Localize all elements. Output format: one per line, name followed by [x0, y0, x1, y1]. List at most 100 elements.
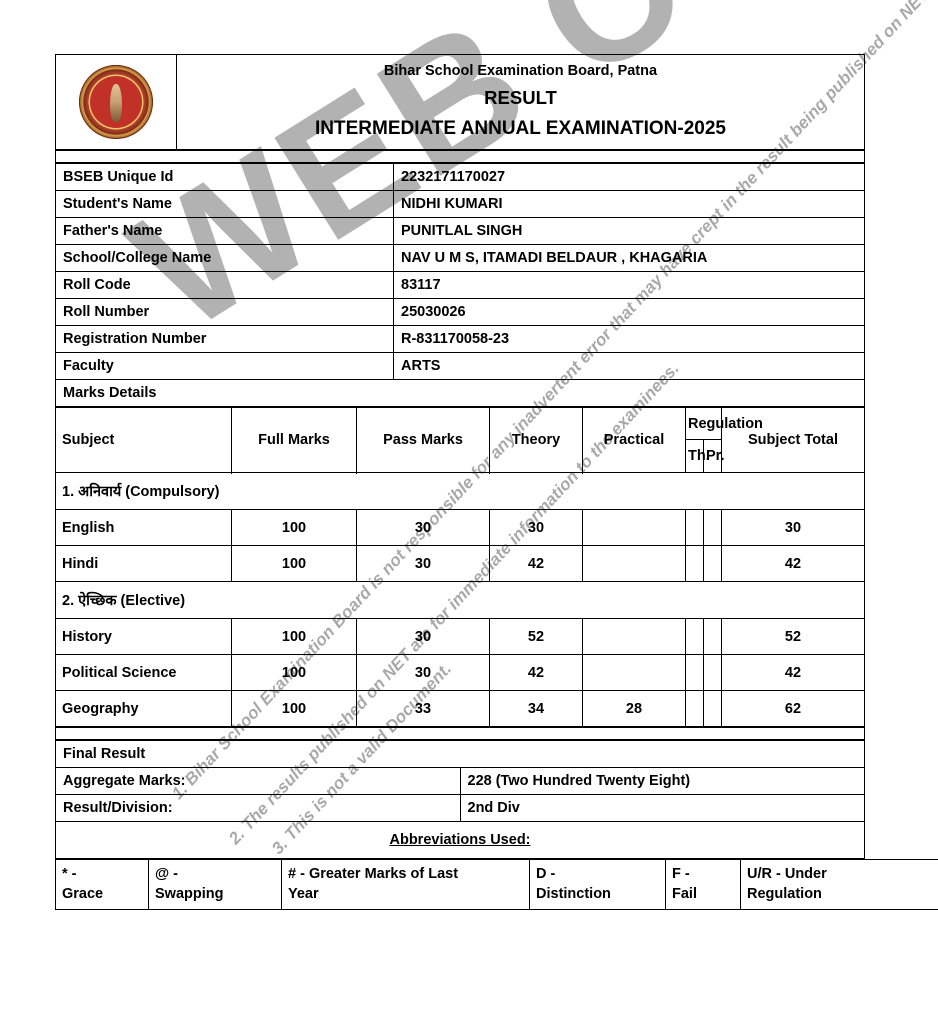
subject-total: 52 [721, 618, 865, 655]
regulation-th-marks [685, 545, 704, 582]
abbrev-line-1: * - [62, 866, 77, 882]
row-value: 2232171170027 [393, 163, 865, 191]
row-label: Roll Code [55, 271, 394, 299]
group-title-compulsory: 1. अनिवार्य (Compulsory) [55, 472, 865, 510]
pass-marks: 30 [356, 654, 490, 691]
abbreviations-heading: Abbreviations Used: [55, 821, 865, 859]
regulation-pr-marks [703, 654, 722, 691]
table-row: * - Grace @ - Swapping # - Greater Marks… [55, 858, 938, 911]
abbrev-line-2: Fail [672, 885, 697, 902]
col-header-subject: Subject [55, 407, 232, 473]
row-label: Student's Name [55, 190, 394, 218]
abbrev-line-1: # - Greater Marks of Last [288, 866, 459, 882]
document-body: Bihar School Examination Board, Patna RE… [55, 54, 938, 911]
emblem-cell [55, 54, 177, 150]
col-header-regulation-group: Regulation Th. Pr. [685, 407, 763, 473]
abbrev-line-2: Grace [62, 885, 104, 902]
spacer-cell [55, 727, 865, 740]
regulation-th-marks [685, 690, 704, 727]
col-header-regulation-pr: Pr. [706, 448, 725, 464]
subject-name: English [55, 509, 232, 546]
theory-marks: 42 [489, 654, 583, 691]
regulation-subtable: Regulation Th. Pr. [686, 408, 763, 472]
exam-title: INTERMEDIATE ANNUAL EXAMINATION-2025 [315, 118, 726, 140]
row-value: 83117 [393, 271, 865, 299]
row-label: School/College Name [55, 244, 394, 272]
bseb-emblem-icon [79, 65, 153, 139]
group-title-elective: 2. ऐच्छिक (Elective) [55, 581, 865, 619]
subject-total: 62 [721, 690, 865, 727]
row-label: Registration Number [55, 325, 394, 353]
table-row: Roll Code 83117 [55, 271, 865, 299]
table-row: Political Science 100 30 42 42 [55, 654, 865, 691]
abbrev-line-2: Year [288, 885, 319, 902]
regulation-th-marks [685, 509, 704, 546]
table-row: Faculty ARTS [55, 352, 865, 380]
row-label: BSEB Unique Id [55, 163, 394, 191]
col-header-pass-marks: Pass Marks [356, 407, 490, 473]
regulation-th-marks [685, 618, 704, 655]
abbrev-line-2: Regulation [747, 885, 822, 902]
abbrev-greater-marks: # - Greater Marks of Last Year [281, 858, 530, 911]
full-marks: 100 [231, 654, 357, 691]
pass-marks: 30 [356, 509, 490, 546]
abbrev-swapping: @ - Swapping [148, 858, 282, 911]
row-value: NAV U M S, ITAMADI BELDAUR , KHAGARIA [393, 244, 865, 272]
subject-name: Political Science [55, 654, 232, 691]
abbrev-distinction: D - Distinction [529, 858, 666, 911]
practical-marks [582, 618, 686, 655]
aggregate-marks-value: 228 (Two Hundred Twenty Eight) [459, 767, 865, 795]
subject-total: 42 [721, 545, 865, 582]
board-name: Bihar School Examination Board, Patna [383, 63, 658, 80]
theory-marks: 52 [489, 618, 583, 655]
practical-marks [582, 509, 686, 546]
row-value: 25030026 [393, 298, 865, 326]
regulation-pr-marks [703, 509, 722, 546]
table-row: Result/Division: 2nd Div [55, 794, 865, 822]
abbrev-line-2: Swapping [155, 885, 224, 902]
abbrev-line-1: F - [672, 866, 690, 882]
col-header-regulation: Regulation [686, 408, 763, 440]
spacer-cell [55, 150, 865, 163]
row-label: Father's Name [55, 217, 394, 245]
abbreviations-heading-text: Abbreviations Used: [389, 832, 531, 848]
table-row: Roll Number 25030026 [55, 298, 865, 326]
table-row: Student's Name NIDHI KUMARI [55, 190, 865, 218]
col-header-regulation-th: Th. [686, 439, 710, 472]
full-marks: 100 [231, 509, 357, 546]
header-table: Bihar School Examination Board, Patna RE… [55, 54, 865, 150]
row-value: PUNITLAL SINGH [393, 217, 865, 245]
table-row: Father's Name PUNITLAL SINGH [55, 217, 865, 245]
marks-details-label: Marks Details [55, 379, 865, 407]
full-marks: 100 [231, 690, 357, 727]
abbrev-line-1: U/R - Under [747, 866, 827, 882]
marks-header-row: Subject Full Marks Pass Marks Theory Pra… [55, 407, 865, 473]
table-row: Aggregate Marks: 228 (Two Hundred Twenty… [55, 767, 865, 795]
final-result-title: Final Result [55, 740, 865, 768]
result-division-value: 2nd Div [459, 794, 865, 822]
spacer-strip [55, 150, 865, 163]
pass-marks: 33 [356, 690, 490, 727]
regulation-pr-marks [703, 618, 722, 655]
full-marks: 100 [231, 618, 357, 655]
group-header-row: 1. अनिवार्य (Compulsory) [55, 472, 865, 510]
abbrev-line-2: Distinction [536, 885, 611, 902]
student-details-table: BSEB Unique Id 2232171170027 Student's N… [55, 163, 865, 407]
abbrev-grace: * - Grace [55, 858, 149, 911]
abbreviations-table: * - Grace @ - Swapping # - Greater Marks… [55, 858, 938, 911]
spacer-strip-2 [55, 727, 865, 740]
col-header-subject-total: Subject Total [721, 407, 865, 473]
row-value: NIDHI KUMARI [393, 190, 865, 218]
table-row: School/College Name NAV U M S, ITAMADI B… [55, 244, 865, 272]
result-word: RESULT [484, 87, 557, 109]
regulation-sub-row: Th. Pr. [686, 439, 725, 472]
subject-name: Geography [55, 690, 232, 727]
col-header-full-marks: Full Marks [231, 407, 357, 473]
table-row: History 100 30 52 52 [55, 618, 865, 655]
group-header-row: 2. ऐच्छिक (Elective) [55, 581, 865, 619]
result-division-label: Result/Division: [55, 794, 461, 822]
pass-marks: 30 [356, 545, 490, 582]
practical-marks [582, 545, 686, 582]
theory-marks: 30 [489, 509, 583, 546]
